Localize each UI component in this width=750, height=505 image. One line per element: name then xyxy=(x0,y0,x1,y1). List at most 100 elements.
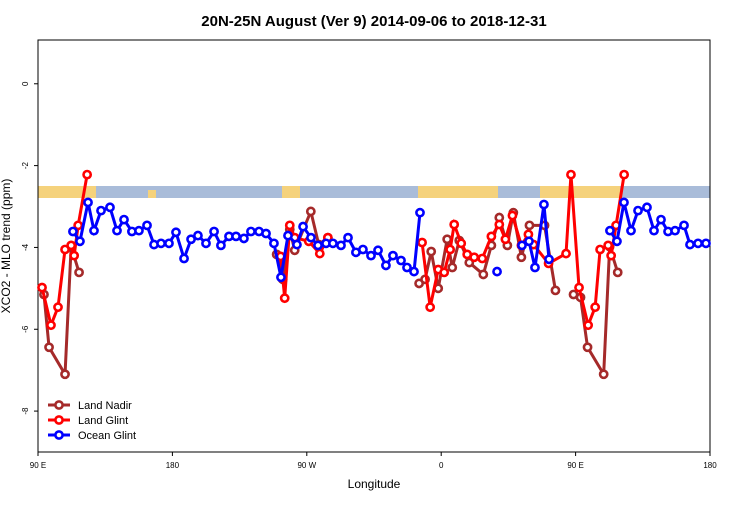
data-point xyxy=(449,219,460,230)
data-point xyxy=(246,226,256,237)
legend-marker xyxy=(54,400,64,410)
data-point xyxy=(119,214,129,225)
data-point xyxy=(44,342,54,353)
data-point xyxy=(524,220,535,231)
data-point xyxy=(328,238,338,249)
data-point xyxy=(582,342,593,353)
data-point xyxy=(516,252,527,263)
data-point xyxy=(298,221,308,232)
data-point xyxy=(415,207,425,218)
y-axis-label: XCO2 - MLO trend (ppm) xyxy=(0,179,13,314)
data-point xyxy=(60,369,70,380)
legend-label: Ocean Glint xyxy=(78,430,136,442)
data-point xyxy=(478,269,489,280)
data-point xyxy=(209,226,219,237)
data-point xyxy=(566,169,576,180)
data-point xyxy=(417,237,427,248)
data-point xyxy=(612,236,622,247)
x-axis-label: Longitude xyxy=(348,477,401,491)
x-tick-label: 180 xyxy=(166,461,180,470)
data-point xyxy=(69,250,80,261)
land-strip xyxy=(38,186,96,198)
data-point xyxy=(105,202,115,213)
data-point xyxy=(314,248,325,259)
land-strip xyxy=(418,186,498,198)
data-point xyxy=(492,266,502,277)
data-point xyxy=(75,236,85,247)
y-tick-label: -2 xyxy=(21,162,30,170)
data-point xyxy=(279,293,290,304)
data-point xyxy=(89,225,99,236)
data-point xyxy=(447,262,458,273)
data-point xyxy=(83,197,93,208)
data-point xyxy=(46,320,56,331)
y-tick-label: -4 xyxy=(21,243,30,251)
data-point xyxy=(336,240,346,251)
data-point xyxy=(216,240,226,251)
data-point xyxy=(358,244,368,255)
data-point xyxy=(507,210,518,221)
data-point xyxy=(53,302,63,313)
data-point xyxy=(603,240,614,251)
data-point xyxy=(239,233,249,244)
data-point xyxy=(477,253,488,264)
data-point xyxy=(74,267,84,278)
legend-marker xyxy=(54,430,64,440)
data-point xyxy=(201,238,211,249)
data-point xyxy=(679,220,689,231)
data-point xyxy=(561,248,571,259)
data-point xyxy=(442,234,453,245)
data-point xyxy=(574,282,584,293)
map-strip xyxy=(38,186,710,198)
y-tick-label: -6 xyxy=(21,325,30,333)
data-point xyxy=(550,285,561,296)
data-point xyxy=(619,169,630,180)
data-point xyxy=(544,254,554,265)
x-tick-label: 180 xyxy=(703,461,717,470)
data-point xyxy=(305,206,316,217)
y-tick-label: -8 xyxy=(21,407,30,415)
data-point xyxy=(486,231,497,242)
data-point xyxy=(276,272,286,283)
data-point xyxy=(445,244,456,255)
data-point xyxy=(96,205,106,216)
data-point xyxy=(402,262,412,273)
data-point xyxy=(670,225,680,236)
data-point xyxy=(37,282,47,293)
data-point xyxy=(656,214,666,225)
data-point xyxy=(517,240,527,251)
data-point xyxy=(388,250,398,261)
data-point xyxy=(66,240,77,251)
data-point xyxy=(612,267,623,278)
legend-label: Land Nadir xyxy=(78,400,132,412)
data-point xyxy=(633,205,643,216)
data-point xyxy=(142,220,152,231)
legend-marker xyxy=(54,415,64,425)
data-point xyxy=(590,302,601,313)
data-point xyxy=(530,262,540,273)
x-tick-label: 0 xyxy=(439,461,444,470)
data-point xyxy=(171,227,181,238)
data-point xyxy=(642,202,652,213)
data-point xyxy=(231,231,241,242)
data-point xyxy=(539,199,549,210)
data-point xyxy=(409,266,419,277)
data-point xyxy=(156,238,166,249)
data-point xyxy=(306,232,316,243)
data-point xyxy=(82,169,93,180)
data-point xyxy=(292,239,302,250)
data-point xyxy=(469,252,480,263)
data-point xyxy=(313,240,323,251)
data-point xyxy=(373,245,383,256)
data-point xyxy=(524,236,534,247)
data-point xyxy=(605,225,615,236)
data-point xyxy=(598,369,609,380)
data-point xyxy=(112,225,122,236)
data-point xyxy=(649,225,659,236)
data-point xyxy=(284,220,295,231)
data-point xyxy=(134,225,144,236)
data-point xyxy=(439,267,450,278)
x-tick-label: 90 W xyxy=(297,461,316,470)
legend-label: Land Glint xyxy=(78,415,128,427)
